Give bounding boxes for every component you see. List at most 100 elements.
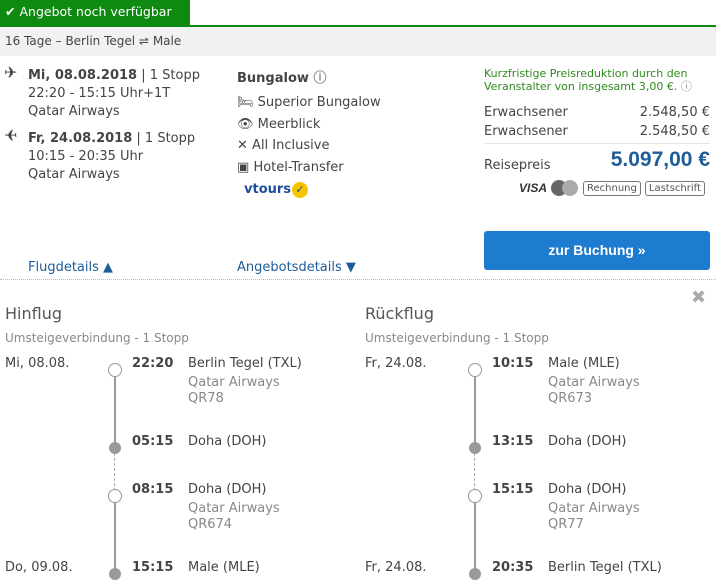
direct-debit-badge: Lastschrift: [644, 180, 705, 196]
timeline-segment: [114, 496, 116, 574]
destination: Male: [152, 34, 182, 48]
divider: [0, 25, 716, 27]
price-row: Erwachsener 2.548,50 €: [484, 124, 710, 139]
route-bar: 16 Tage – Berlin Tegel ⇌ Male: [0, 27, 716, 56]
arrival-dot-icon: [469, 568, 481, 580]
stop-time: 13:15: [492, 434, 534, 449]
divider: [484, 143, 710, 144]
plane-return-icon: ✈: [4, 126, 18, 145]
outbound-title: Hinflug: [5, 304, 62, 323]
connection-type: Umsteigeverbindung - 1 Stopp: [5, 331, 189, 345]
room-title: Bungalow ⓘ: [237, 71, 327, 86]
sep: –: [55, 34, 62, 48]
total-price: 5.097,00 €: [610, 148, 710, 171]
departure-circle-icon: [108, 489, 122, 503]
invoice-badge: Rechnung: [583, 180, 641, 196]
stop-airline: Qatar Airways: [188, 375, 280, 390]
flight-number: QR78: [188, 391, 224, 406]
caret-down-icon: ▼: [345, 260, 356, 275]
return-summary: Fr, 24.08.2018 | 1 Stopp 10:15 - 20:35 U…: [28, 130, 195, 184]
stop-time: 15:15: [132, 560, 174, 575]
stop-place: Doha (DOH): [548, 434, 627, 449]
plane-departure-icon: ✈: [4, 63, 18, 82]
departure-circle-icon: [108, 363, 122, 377]
total-label: Reisepreis: [484, 158, 551, 173]
connection-type: Umsteigeverbindung - 1 Stopp: [365, 331, 549, 345]
stop-airline: Qatar Airways: [188, 501, 280, 516]
origin: Berlin Tegel: [65, 34, 136, 48]
mastercard-icon: [551, 180, 579, 196]
cutlery-icon: ✕: [237, 138, 248, 153]
return-stops: | 1 Stopp: [136, 131, 196, 146]
feature-view: 👁 Meerblick: [237, 116, 321, 132]
feature-board: ✕ All Inclusive: [237, 138, 330, 153]
offer-details-link[interactable]: Angebotsdetails ▼: [237, 260, 356, 275]
operator-logo: vtours ✓: [244, 182, 309, 198]
timeline-segment: [114, 370, 116, 448]
stop-airline: Qatar Airways: [548, 375, 640, 390]
room-features: 🛏 Superior Bungalow 👁 Meerblick ✕ All In…: [237, 92, 381, 178]
book-button[interactable]: zur Buchung »: [484, 231, 710, 270]
departure-circle-icon: [468, 489, 482, 503]
timeline-layover: [474, 448, 475, 496]
stop-date: Fr, 24.08.: [365, 356, 427, 371]
arrival-dot-icon: [109, 442, 121, 454]
swap-arrows-icon: ⇌: [138, 34, 149, 48]
status-text: Angebot noch verfügbar: [19, 4, 172, 19]
stop-date: Fr, 24.08.: [365, 560, 427, 575]
outbound-times: 22:20 - 15:15 Uhr+1T: [28, 86, 171, 101]
price-row: Erwachsener 2.548,50 €: [484, 105, 710, 120]
info-icon[interactable]: ⓘ: [313, 71, 327, 86]
return-date: Fr, 24.08.2018: [28, 131, 133, 146]
stop-place: Doha (DOH): [188, 482, 267, 497]
duration: 16 Tage: [5, 34, 52, 48]
stop-place: Berlin Tegel (TXL): [548, 560, 662, 575]
check-icon: ✔: [5, 4, 16, 19]
outbound-date: Mi, 08.08.2018: [28, 68, 138, 83]
outbound-airline: Qatar Airways: [28, 104, 120, 119]
flight-number: QR673: [548, 391, 593, 406]
timeline-segment: [474, 370, 476, 448]
price-reduction-notice: Kurzfristige Preisreduktion durch den Ve…: [484, 67, 692, 93]
stop-place: Doha (DOH): [548, 482, 627, 497]
feature-transfer: ▣ Hotel-Transfer: [237, 159, 344, 175]
stop-place: Male (MLE): [548, 356, 620, 371]
return-times: 10:15 - 20:35 Uhr: [28, 149, 144, 164]
bus-icon: ▣: [237, 159, 250, 175]
stop-place: Doha (DOH): [188, 434, 267, 449]
divider: [0, 279, 716, 280]
eye-icon: 👁: [237, 116, 254, 132]
stop-time: 05:15: [132, 434, 174, 449]
stop-place: Berlin Tegel (TXL): [188, 356, 302, 371]
stop-time: 22:20: [132, 356, 174, 371]
stop-time: 08:15: [132, 482, 174, 497]
stop-time: 15:15: [492, 482, 534, 497]
stop-date: Do, 09.08.: [5, 560, 73, 575]
timeline-segment: [474, 496, 476, 574]
close-icon[interactable]: ✖: [691, 287, 707, 308]
outbound-stops: | 1 Stopp: [141, 68, 200, 83]
price-rows: Erwachsener 2.548,50 € Erwachsener 2.548,5…: [484, 103, 710, 141]
arrival-dot-icon: [469, 442, 481, 454]
stop-airline: Qatar Airways: [548, 501, 640, 516]
bed-icon: 🛏: [237, 95, 254, 110]
flight-details-link[interactable]: Flugdetails ▲: [28, 260, 114, 275]
stop-date: Mi, 08.08.: [5, 356, 70, 371]
caret-up-icon: ▲: [103, 260, 114, 275]
info-icon[interactable]: ⓘ: [680, 80, 692, 93]
stop-time: 20:35: [492, 560, 534, 575]
flight-number: QR674: [188, 517, 233, 532]
flight-number: QR77: [548, 517, 584, 532]
departure-circle-icon: [468, 363, 482, 377]
feature-room: 🛏 Superior Bungalow: [237, 95, 381, 110]
stop-time: 10:15: [492, 356, 534, 371]
payment-methods: VISA Rechnung Lastschrift: [519, 180, 705, 196]
arrival-dot-icon: [109, 568, 121, 580]
timeline-layover: [114, 448, 115, 496]
availability-badge: ✔ Angebot noch verfügbar: [0, 0, 190, 25]
return-title: Rückflug: [365, 304, 434, 323]
stop-place: Male (MLE): [188, 560, 260, 575]
outbound-summary: Mi, 08.08.2018 | 1 Stopp 22:20 - 15:15 U…: [28, 67, 200, 121]
visa-logo: VISA: [519, 181, 548, 195]
return-airline: Qatar Airways: [28, 167, 120, 182]
